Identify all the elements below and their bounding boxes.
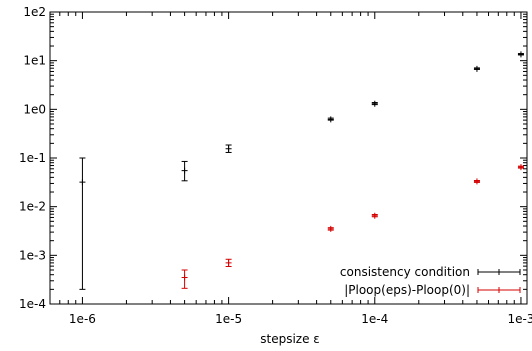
legend-label: consistency condition	[340, 265, 470, 279]
legend-label: |Ploop(eps)-Ploop(0)|	[344, 283, 470, 297]
x-axis-ticks: 1e-6 1e-5 1e-4 1e-3	[59, 12, 532, 326]
data-point	[517, 51, 524, 58]
x-axis-label: stepsize ε	[260, 332, 320, 346]
data-point	[327, 225, 334, 232]
y-tick-label: 1e-3	[19, 248, 46, 262]
y-tick-label: 1e-1	[19, 151, 46, 165]
data-point	[181, 167, 188, 174]
series-ploop-difference	[181, 164, 524, 289]
data-point	[225, 145, 232, 152]
data-point	[79, 179, 86, 186]
data-point	[181, 274, 188, 281]
series-consistency-condition	[79, 51, 524, 290]
legend: consistency condition |Ploop(eps)-Ploop(0…	[340, 265, 521, 297]
x-tick-label: 1e-6	[69, 312, 96, 326]
x-tick-label: 1e-5	[215, 312, 242, 326]
y-tick-label: 1e2	[23, 5, 46, 19]
y-axis-ticks: 1e-4 1e-3 1e-2 1e-1 1e0 1e1 1e2	[19, 5, 527, 311]
plot-border	[49, 11, 528, 305]
x-tick-label: 1e-3	[507, 312, 532, 326]
x-tick-label: 1e-4	[361, 312, 388, 326]
data-point	[371, 100, 378, 107]
data-point	[473, 65, 480, 72]
y-tick-label: 1e-4	[19, 297, 46, 311]
data-point	[327, 116, 334, 123]
data-point	[371, 212, 378, 219]
y-tick-label: 1e-2	[19, 200, 46, 214]
plot-frame	[49, 11, 528, 305]
y-tick-label: 1e0	[23, 102, 46, 116]
y-tick-label: 1e1	[23, 54, 46, 68]
data-point	[225, 259, 232, 266]
data-point	[517, 164, 524, 171]
data-series	[79, 51, 524, 290]
data-point	[473, 178, 480, 185]
